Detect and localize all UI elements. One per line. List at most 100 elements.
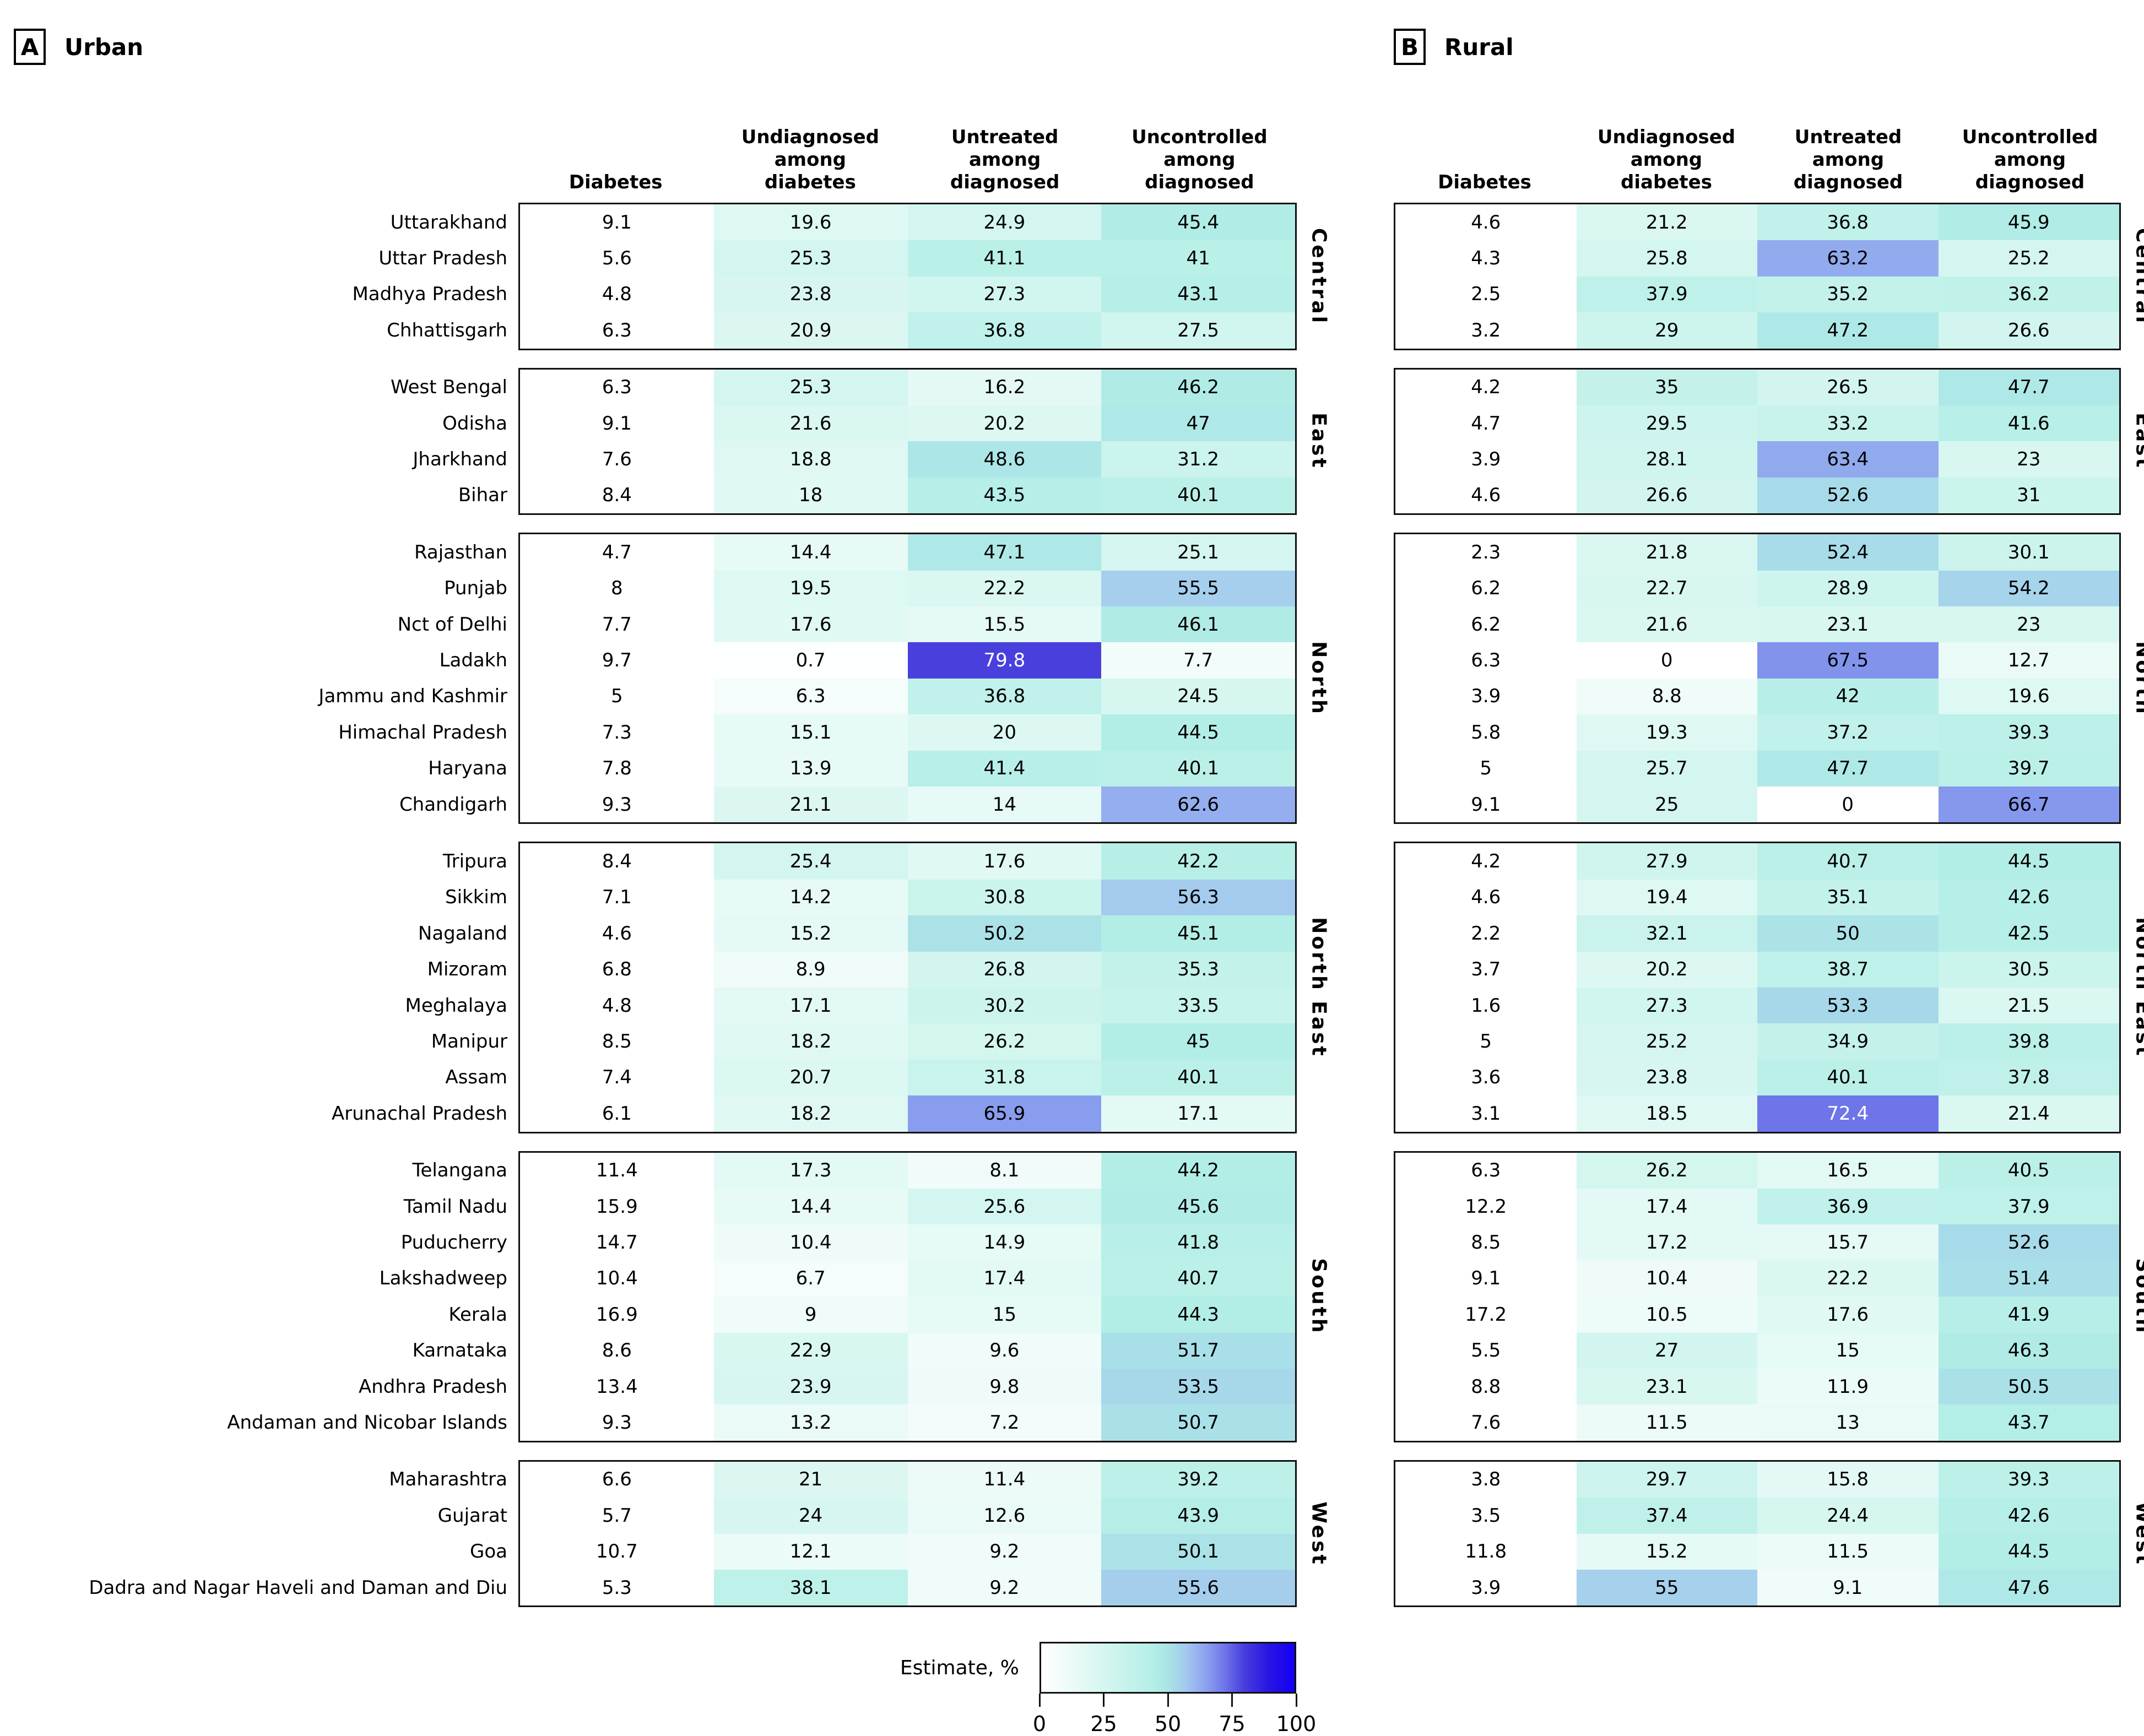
heatmap-cell: 26.2 [1577,1153,1758,1189]
heatmap-cell: 5.8 [1395,714,1577,750]
heatmap-cell: 10.5 [1577,1296,1758,1332]
heatmap-cell: 40.1 [1101,478,1295,513]
heatmap-cell: 24.9 [908,204,1102,240]
heatmap-cell: 23 [1939,441,2120,477]
heatmap-cell: 47.2 [1757,312,1939,348]
heatmap-cell: 9.1 [1395,1261,1577,1296]
heatmap-cell: 4.7 [520,534,714,570]
heatmap-cell: 51.4 [1939,1261,2120,1296]
heatmap-cell: 35.3 [1101,952,1295,988]
heatmap-cell: 54.2 [1939,571,2120,606]
heatmap-cell: 15.9 [520,1189,714,1224]
heatmap-cell: 6.3 [1395,1153,1577,1189]
heatmap-cell: 17.3 [714,1153,908,1189]
heatmap-cell: 3.2 [1395,312,1577,348]
heatmap-cell: 44.5 [1101,714,1295,750]
panel-b-title: Rural [1444,34,1514,61]
heatmap-cell: 63.2 [1757,240,1939,276]
heatmap-cell: 17.2 [1577,1224,1758,1260]
state-label: Nagaland [0,915,507,951]
heatmap-cell: 56.3 [1101,880,1295,915]
heatmap-cell: 6.3 [714,679,908,714]
colorbar-tick [1103,1694,1105,1707]
colorbar-tick-label: 100 [1276,1712,1317,1736]
heatmap-cell: 66.7 [1939,786,2120,822]
heatmap-cell: 6.3 [1395,642,1577,678]
heatmap-cell: 47.7 [1939,370,2120,405]
heatmap-cell: 46.1 [1101,606,1295,642]
heatmap-cell: 24 [714,1498,908,1533]
state-label: Odisha [0,405,507,441]
heatmap-cell: 34.9 [1757,1023,1939,1059]
heatmap-cell: 8.1 [908,1153,1102,1189]
panel-b-tag: B Rural [1394,29,1514,65]
heatmap-cell: 5.6 [520,240,714,276]
heatmap-cell: 16.2 [908,370,1102,405]
heatmap-cell: 33.5 [1101,988,1295,1023]
heatmap-cell: 11.4 [908,1462,1102,1498]
heatmap-cell: 21.8 [1577,534,1758,570]
heatmap-cell: 25 [1577,786,1758,822]
heatmap-cell: 0 [1577,642,1758,678]
urban-region-label: East [1308,413,1330,470]
heatmap-cell: 20 [908,714,1102,750]
heatmap-cell: 40.1 [1101,751,1295,786]
heatmap-cell: 3.5 [1395,1498,1577,1533]
heatmap-cell: 39.3 [1939,714,2120,750]
heatmap-cell: 7.6 [520,441,714,477]
heatmap-cell: 17.4 [908,1261,1102,1296]
heatmap-cell: 25.3 [714,370,908,405]
heatmap-cell: 6.2 [1395,606,1577,642]
heatmap-cell: 4.6 [1395,204,1577,240]
heatmap-cell: 9.8 [908,1369,1102,1404]
heatmap-cell: 50.5 [1939,1369,2120,1404]
heatmap-cell: 55.6 [1101,1570,1295,1605]
state-label: Uttar Pradesh [0,240,507,276]
state-label: Kerala [0,1296,507,1332]
heatmap-cell: 35.2 [1757,276,1939,312]
heatmap-cell: 21.5 [1939,988,2120,1023]
heatmap-cell: 52.6 [1939,1224,2120,1260]
heatmap-cell: 36.8 [908,312,1102,348]
state-label: Jharkhand [0,441,507,477]
heatmap-cell: 40.5 [1939,1153,2120,1189]
heatmap-cell: 44.2 [1101,1153,1295,1189]
heatmap-cell: 26.2 [908,1023,1102,1059]
heatmap-cell: 43.7 [1939,1404,2120,1440]
panel-a-title: Urban [64,34,143,61]
colorbar-tick [1039,1694,1041,1707]
heatmap-cell: 12.7 [1939,642,2120,678]
rural-region-label: Central [2132,228,2144,325]
heatmap-cell: 29 [1577,312,1758,348]
heatmap-cell: 19.6 [1939,679,2120,714]
heatmap-cell: 6.7 [714,1261,908,1296]
heatmap-cell: 9.2 [908,1534,1102,1570]
state-label: West Bengal [0,370,507,405]
heatmap-cell: 62.6 [1101,786,1295,822]
heatmap-cell: 36.2 [1939,276,2120,312]
heatmap-cell: 27.9 [1577,843,1758,879]
heatmap-cell: 3.8 [1395,1462,1577,1498]
heatmap-cell: 18 [714,478,908,513]
